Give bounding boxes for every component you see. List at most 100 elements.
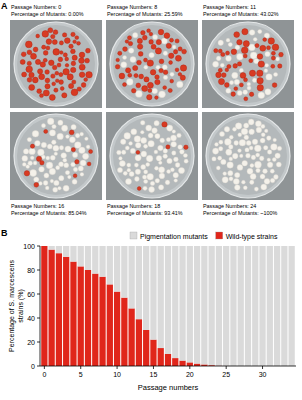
colony (144, 179, 148, 183)
colony (35, 140, 41, 146)
colony (39, 182, 43, 186)
colony (155, 134, 160, 139)
colony (69, 137, 75, 143)
colony (127, 79, 134, 86)
colony (27, 137, 31, 141)
bar-segment (114, 292, 120, 366)
colony (73, 167, 77, 171)
bar-segment (179, 246, 185, 361)
colony (128, 73, 132, 77)
panel-label: B (1, 228, 8, 238)
colony (65, 146, 71, 152)
colony (67, 74, 73, 80)
colony (30, 156, 34, 160)
colony (173, 173, 178, 178)
colony (241, 47, 248, 54)
colony (64, 38, 70, 44)
bar-segment (107, 246, 113, 284)
colony (172, 151, 176, 155)
colony (21, 52, 26, 57)
colony (237, 91, 242, 96)
colony (172, 130, 176, 134)
bar-segment (187, 246, 193, 362)
colony (163, 70, 168, 75)
bar-segment (70, 262, 76, 366)
y-tick-label: 40 (27, 315, 35, 322)
colony (63, 69, 69, 75)
colony (151, 44, 156, 49)
colony (79, 72, 85, 78)
colony (58, 120, 63, 125)
percentage-label: Percentage of Mutants: 85.04% (11, 210, 87, 216)
passage-label: Passage Numbers: 8 (107, 4, 157, 10)
colony (141, 30, 146, 35)
colony (279, 52, 284, 57)
colony (159, 68, 163, 72)
colony (259, 156, 264, 161)
colony (240, 73, 246, 79)
colony (163, 154, 168, 159)
percentage-label: Percentage of Mutants: ~100% (203, 210, 277, 216)
colony (233, 178, 239, 184)
colony (59, 146, 63, 150)
colony (146, 155, 153, 162)
colony (137, 38, 142, 43)
colony (121, 62, 127, 68)
colony (143, 186, 147, 190)
colony (139, 74, 144, 79)
colony (249, 44, 256, 51)
colony (227, 162, 233, 168)
colony (242, 180, 246, 184)
colony (243, 186, 247, 190)
bar-segment (92, 274, 98, 366)
colony (48, 28, 53, 33)
colony (271, 56, 275, 60)
colony (168, 88, 172, 92)
y-tick (37, 246, 40, 247)
colony (59, 80, 64, 85)
colony (34, 177, 39, 182)
colony (184, 145, 188, 149)
colony (182, 49, 187, 54)
colony (224, 127, 229, 132)
passage-label: Passage Numbers: 16 (11, 203, 64, 209)
agar (113, 117, 191, 195)
colony (119, 157, 123, 161)
bar-segment (92, 246, 98, 274)
colony (63, 158, 67, 162)
colony (71, 89, 78, 96)
colony (237, 165, 243, 171)
bar-segment (165, 354, 171, 366)
colony (123, 56, 127, 60)
colony (71, 67, 76, 72)
colony (59, 41, 63, 45)
colony (183, 153, 187, 157)
colony (278, 64, 282, 68)
x-tick-label: 5 (79, 371, 83, 378)
colony (272, 44, 279, 51)
colony (162, 122, 167, 127)
colony (77, 87, 81, 91)
colony (265, 89, 271, 95)
colony (59, 162, 64, 167)
colony (167, 170, 171, 174)
colony (234, 32, 240, 38)
colony (268, 38, 274, 44)
colony (275, 153, 280, 158)
colony (227, 64, 231, 68)
x-tick (44, 366, 45, 369)
bar-segment (230, 246, 236, 366)
colony (47, 118, 54, 125)
colony (27, 77, 32, 82)
colony (218, 156, 222, 160)
x-tick (262, 366, 263, 369)
colony (135, 155, 141, 161)
y-axis-title: Percentage of S. marcescensstrains (%) (8, 260, 25, 352)
colony (136, 83, 141, 88)
colony (255, 161, 262, 168)
colony (230, 81, 234, 85)
colony (154, 150, 158, 154)
colony (29, 148, 35, 154)
colony (85, 137, 89, 141)
legend: Pigmentation mutantsWild-type strains (130, 232, 278, 241)
